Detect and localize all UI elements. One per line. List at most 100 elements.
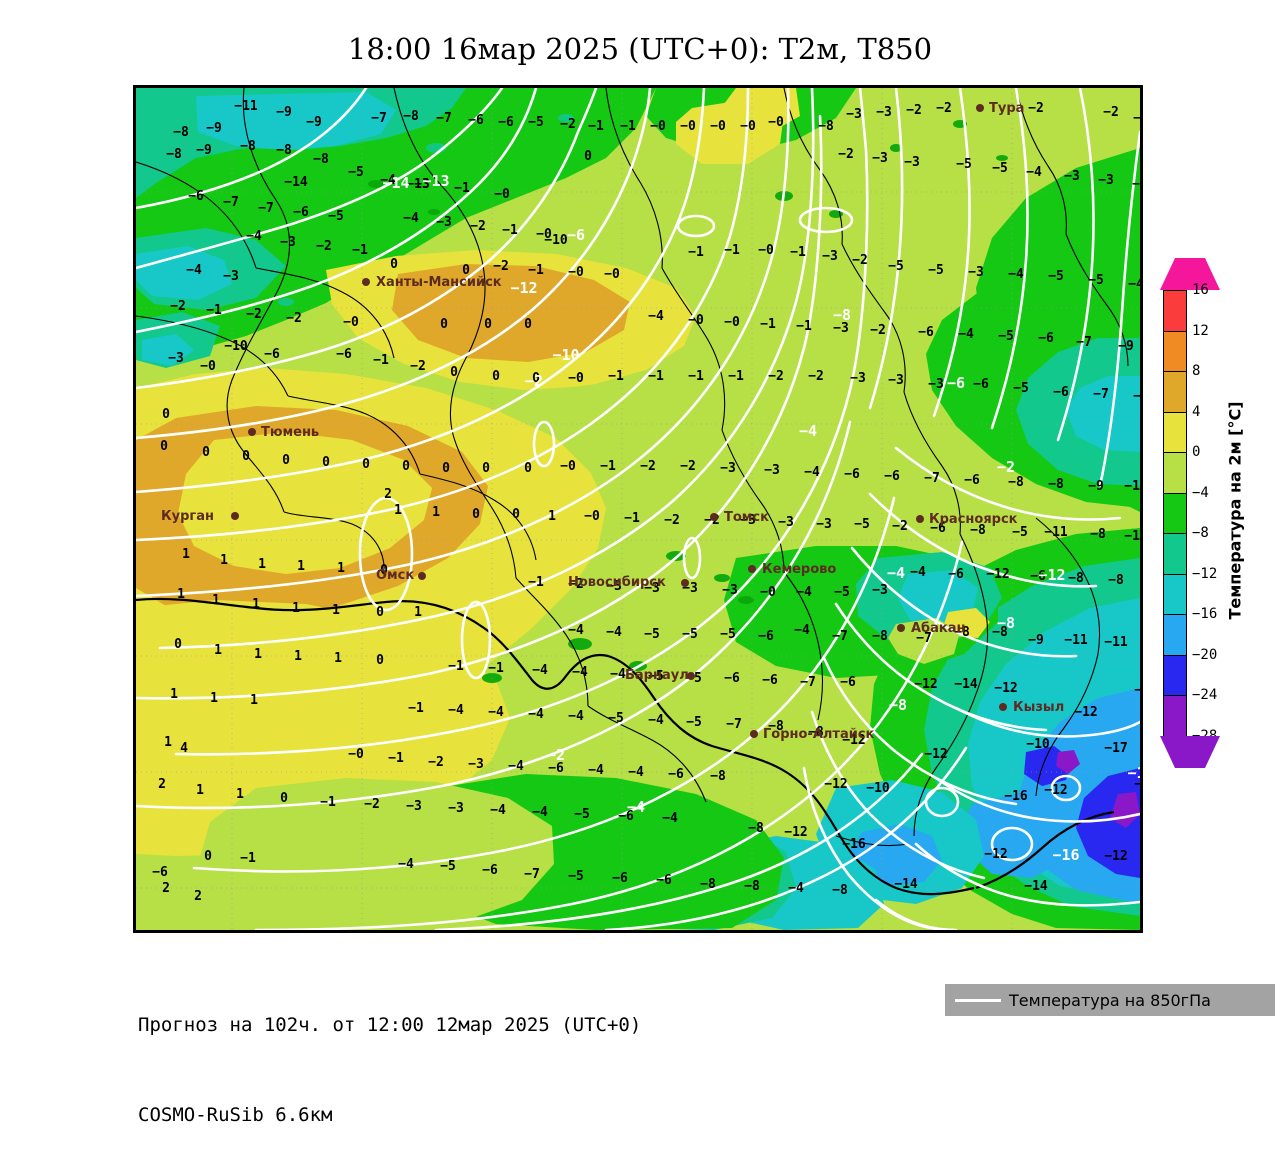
t2m-contour-label: −16 [1004,789,1028,804]
t2m-contour-label: −8 [872,629,888,644]
t2m-contour-label: −3 [876,105,892,120]
city-dot-icon [231,512,239,520]
city-dot-icon [916,515,924,523]
t2m-contour-label: 1 [548,509,556,524]
t2m-contour-label: 1 [332,603,340,618]
t2m-contour-label: −10 [544,233,568,248]
t2m-contour-label: −7 [258,201,274,216]
city-marker-Барнаул[interactable]: Барнаул [625,668,695,683]
city-marker-Горно-Алтайск[interactable]: Горно-Алтайск [750,727,875,742]
t2m-contour-label: −6 [1038,331,1054,346]
t2m-contour-label: 2 [194,889,202,904]
t2m-contour-label: −2 [852,253,868,268]
t2m-contour-label: −6 [293,205,309,220]
colorbar-tick--12: −12 [1192,565,1218,582]
t2m-contour-label: −7 [726,717,742,732]
t2m-contour-label: −4 [568,709,584,724]
city-marker-Ханты-Мансийск[interactable]: Ханты-Мансийск [362,275,502,290]
t2m-contour-label: −8 [832,883,848,898]
city-marker-Красноярск[interactable]: Красноярск [916,512,1018,527]
colorbar-band-12-to-16 [1164,291,1186,332]
t2m-contour-label: −3 [1064,169,1080,184]
t2m-contour-label: 1 [252,597,260,612]
t2m-contour-label: −3 [720,461,736,476]
t2m-contour-label: 0 [450,365,458,380]
city-marker-Омск[interactable]: Омск [376,568,426,583]
t2m-contour-label: −12 [1074,705,1097,720]
t2m-contour-label: −6 [840,675,856,690]
t2m-contour-label: −4 [804,465,820,480]
t2m-contour-label: −0 [740,119,756,134]
city-marker-Курган[interactable]: Курган [161,509,239,524]
legend-t850-label: Температура на 850гПа [1009,990,1211,1010]
t2m-contour-label: 0 [174,637,182,652]
city-marker-Тюмень[interactable]: Тюмень [248,425,319,440]
colorbar-band--28-to--24 [1164,696,1186,737]
t850-contour-label: −6 [947,374,965,392]
t2m-contour-label: −12 [824,777,847,792]
t2m-contour-label: −1 [320,795,336,810]
city-marker-Новосибирск[interactable]: Новосибирск [568,575,689,590]
t2m-contour-label: −16 [842,837,866,852]
t2m-contour-label: −12 [1124,479,1140,494]
city-marker-Тура[interactable]: Тура [976,101,1024,116]
t2m-contour-label: 1 [334,651,342,666]
t2m-contour-label: −1 [600,459,616,474]
t2m-contour-label: −5 [348,165,364,180]
city-dot-icon [687,672,695,680]
t2m-contour-label: −2 [906,103,922,118]
t2m-contour-label: 1 [250,693,258,708]
t2m-contour-label: 0 [242,449,250,464]
t2m-contour-label: −8 [1008,475,1024,490]
t850-contour-label: −12 [1038,566,1065,584]
t2m-contour-label: −4 [958,327,974,342]
t2m-contour-label: 1 [210,691,218,706]
t2m-contour-label: −0 [604,267,620,282]
t2m-contour-label: −2 [870,323,886,338]
t2m-contour-label: 1 [170,687,178,702]
t2m-contour-label: −7 [223,195,239,210]
city-marker-Кызыл[interactable]: Кызыл [999,700,1064,715]
t2m-contour-label: −16 [1134,777,1140,792]
city-label: Кемерово [762,562,836,577]
t2m-contour-label: −12 [784,825,807,840]
map-canvas[interactable]: −11 −9−8 −9 −9 −7 −8 −7 −6 −6 −5 −2 −1 −1 −0 −0 −0 −0 −0−… [136,88,1140,930]
t2m-contour-label: 0 [462,263,470,278]
t2m-contour-label: −0 [584,509,600,524]
city-marker-Томск[interactable]: Томск [710,510,769,525]
t2m-contour-label: −6 [548,761,564,776]
t2m-contour-label: −5 [888,259,904,274]
t2m-contour-label: −2 [808,369,824,384]
t2m-contour-label: −12 [986,567,1009,582]
weather-map[interactable]: −11 −9 −8 −9 −9 −7 −8 −7 −6 −6 −5 −2 −1 −1 −0 −0 −0 −0 −0−… [133,85,1143,933]
t2m-contour-label: −5 [648,669,664,684]
t2m-contour-label: −14 [894,877,918,892]
t2m-contour-label: −1 [588,119,604,134]
t2m-contour-label: −14 [954,677,978,692]
city-marker-Кемерово[interactable]: Кемерово [748,562,836,577]
t2m-contour-label: −4 [1128,277,1140,292]
colorbar-tick--20: −20 [1192,646,1218,663]
city-dot-icon [999,703,1007,711]
t2m-contour-label: −1 [620,119,636,134]
t850-contour-label: −2 [547,746,565,764]
colorbar-tick-0: 0 [1192,444,1201,461]
t850-contour-label: −12 [510,279,537,297]
city-markers[interactable]: Тура Ханты-Мансийск Тюмень Курган Омск Томск К… [161,101,1064,742]
t850-contour-label: −10 [552,346,579,364]
t850-contour-label: −8 [889,696,907,714]
t2m-contour-label: −2 [664,513,680,528]
t2m-contour-label: −4 [532,663,548,678]
t2m-contour-label: −0 [760,585,776,600]
t2m-contour-label: −1 [240,851,256,866]
t2m-contour-label: −7 [436,111,452,126]
t2m-contour-label: −6 [498,115,514,130]
t2m-contour-label: 1 [297,559,305,574]
t2m-contour-label: −1 [528,575,544,590]
city-dot-icon [418,572,426,580]
t2m-contour-label: −5 [1088,273,1104,288]
t2m-contour-label: −1 [388,751,404,766]
t2m-contour-label: −4 [588,763,604,778]
t2m-contour-label: −4 [568,623,584,638]
city-marker-Абакан[interactable]: Абакан [897,621,966,636]
